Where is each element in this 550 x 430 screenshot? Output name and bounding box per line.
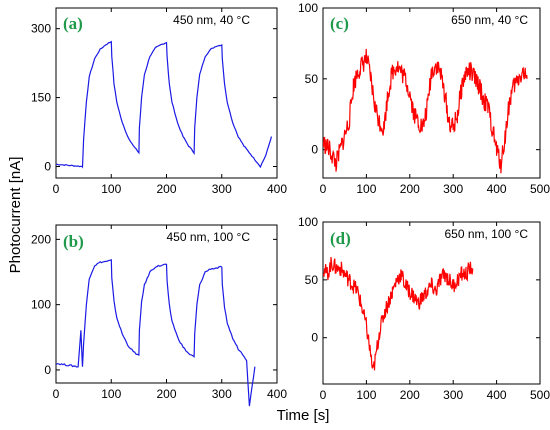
x-tick-label: 100	[101, 387, 121, 401]
y-axis-title: Photocurrent [nA]	[7, 157, 24, 274]
y-tick-label: 200	[31, 232, 51, 246]
y-tick-label: 50	[305, 72, 319, 86]
panel-annotation: 650 nm, 100 °C	[444, 227, 528, 241]
x-tick-label: 500	[530, 388, 550, 402]
x-tick-label: 100	[101, 182, 121, 196]
x-tick-label: 300	[443, 388, 463, 402]
x-tick-label: 0	[53, 387, 60, 401]
plot-frame	[322, 7, 541, 179]
y-tick-label: 100	[298, 1, 318, 15]
x-tick-label: 0	[53, 182, 60, 196]
x-tick-label: 100	[356, 388, 376, 402]
y-tick-label: 300	[31, 22, 51, 36]
x-tick-label: 200	[156, 387, 176, 401]
y-tick-label: 0	[311, 143, 318, 157]
series-line	[56, 40, 273, 169]
series-line	[323, 48, 528, 174]
chart-panel-a: 0 100 200 300 400 0 150 300 (a) 450 nm, 40 °C	[31, 7, 287, 196]
plot-frame	[55, 224, 278, 384]
y-tick-label: 100	[31, 298, 51, 312]
chart-panel-c: 0 100 200 300 400 500 0 50 100 (c) 650 nm, 40 °C	[298, 1, 550, 196]
x-tick-label: 200	[400, 388, 420, 402]
x-tick-label: 0	[320, 182, 327, 196]
x-tick-label: 400	[267, 182, 287, 196]
x-tick-label: 100	[356, 182, 376, 196]
panel-annotation: 650 nm, 40 °C	[451, 13, 528, 27]
x-tick-label: 300	[443, 182, 463, 196]
x-tick-label: 200	[400, 182, 420, 196]
chart-panel-b: 0 100 200 300 400 0 100 200 (b) 450 nm, 100 °C	[31, 224, 287, 407]
panel-label: (b)	[63, 232, 84, 251]
y-tick-label: 0	[311, 331, 318, 345]
x-tick-label: 500	[530, 182, 550, 196]
series-line	[323, 256, 474, 371]
x-tick-label: 0	[320, 388, 327, 402]
panel-annotation: 450 nm, 40 °C	[173, 13, 250, 27]
plot-frame	[55, 7, 278, 179]
y-tick-label: 0	[44, 363, 51, 377]
x-tick-label: 200	[156, 182, 176, 196]
panel-label: (c)	[330, 14, 349, 33]
y-tick-label: 0	[44, 160, 51, 174]
y-tick-label: 150	[31, 91, 51, 105]
chart-panel-d: 0 100 200 300 400 500 0 50 100 (d) 650 nm, 100 °C	[298, 215, 550, 402]
x-tick-label: 400	[487, 388, 507, 402]
y-tick-label: 50	[305, 273, 319, 287]
x-axis-title: Time [s]	[277, 407, 330, 424]
panel-label: (a)	[63, 14, 83, 33]
panel-annotation: 450 nm, 100 °C	[166, 230, 250, 244]
x-tick-label: 300	[212, 387, 232, 401]
series-line	[56, 258, 256, 407]
y-tick-label: 100	[298, 215, 318, 229]
x-tick-label: 400	[267, 387, 287, 401]
plot-frame	[322, 221, 541, 385]
x-tick-label: 300	[212, 182, 232, 196]
panel-label: (d)	[330, 229, 351, 248]
x-tick-label: 400	[487, 182, 507, 196]
